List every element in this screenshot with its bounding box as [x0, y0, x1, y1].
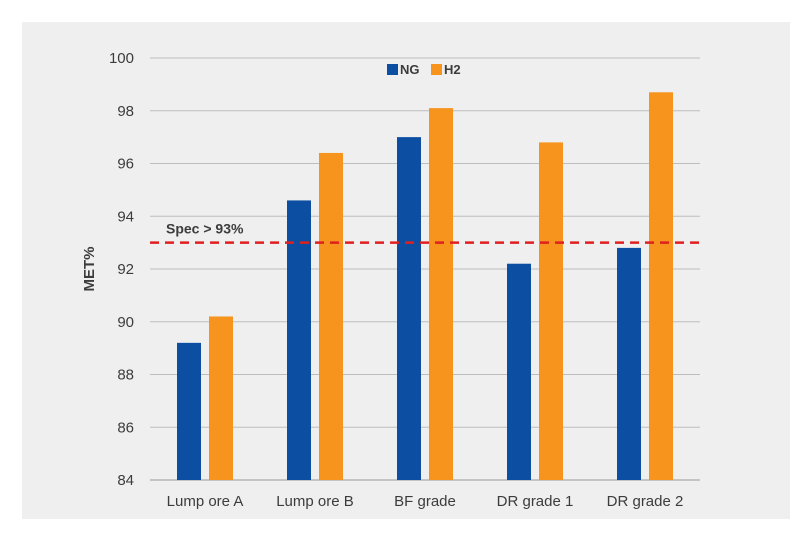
bar-h2	[209, 316, 233, 480]
y-axis-ticks: 84 86 88 90 92 94 96 98 100	[109, 50, 134, 489]
bar-ng	[177, 342, 201, 480]
legend-label-h2: H2	[444, 62, 461, 77]
bar-h2	[429, 108, 453, 481]
x-category-label: DR grade 1	[497, 493, 574, 510]
legend-swatch-ng	[387, 64, 398, 75]
bar-ng	[397, 137, 421, 480]
spec-reference-line: Spec > 93%	[150, 221, 700, 244]
y-tick-label: 88	[117, 367, 134, 384]
bars	[177, 92, 673, 481]
y-tick-label: 90	[117, 314, 134, 331]
y-tick-label: 96	[117, 156, 134, 173]
y-tick-label: 86	[117, 419, 134, 436]
spec-label: Spec > 93%	[166, 221, 244, 237]
bar-ng	[507, 263, 531, 480]
bar-ng	[287, 200, 311, 481]
legend: NG H2	[387, 62, 461, 77]
y-tick-label: 84	[117, 472, 134, 489]
y-tick-label: 94	[117, 208, 134, 225]
x-category-label: BF grade	[394, 493, 456, 510]
y-tick-label: 92	[117, 261, 134, 278]
x-category-label: Lump ore A	[167, 493, 244, 510]
bar-h2	[539, 142, 563, 480]
bar-h2	[319, 152, 343, 480]
chart-panel: 84 86 88 90 92 94 96 98 100 MET% Lump ore A Lump …	[22, 22, 790, 519]
bar-ng	[617, 247, 641, 480]
y-axis-label: MET%	[81, 247, 98, 292]
legend-label-ng: NG	[400, 62, 420, 77]
grid-lines	[150, 57, 700, 481]
legend-swatch-h2	[431, 64, 442, 75]
y-tick-label: 98	[117, 103, 134, 120]
x-category-label: DR grade 2	[607, 493, 684, 510]
x-category-label: Lump ore B	[276, 493, 354, 510]
x-axis-categories: Lump ore A Lump ore B BF grade DR grade 1 DR…	[167, 493, 684, 510]
y-tick-label: 100	[109, 50, 134, 67]
bar-h2	[649, 92, 673, 480]
